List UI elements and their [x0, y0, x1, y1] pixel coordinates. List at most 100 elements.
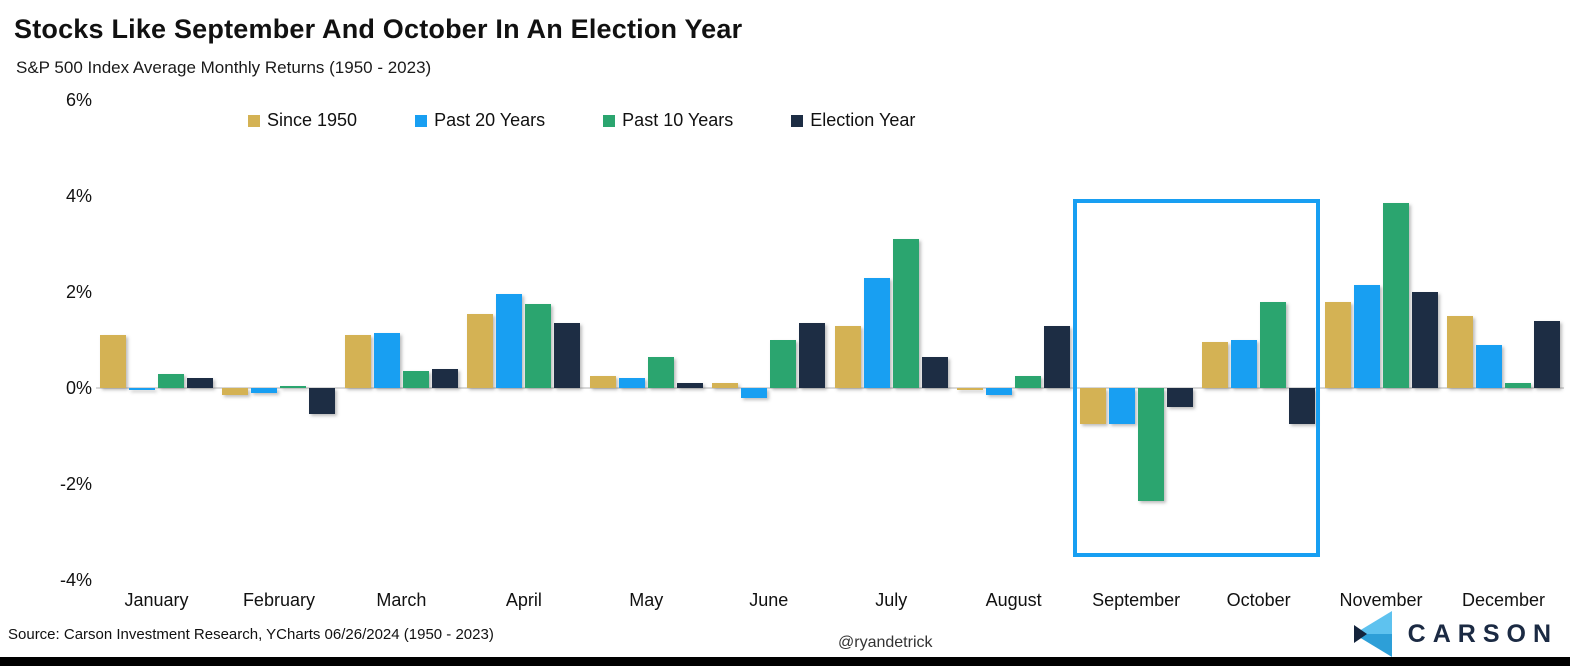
month-group-january: January [100, 100, 213, 610]
month-group-march: March [344, 100, 458, 610]
bar-january-since-1950 [100, 335, 126, 388]
y-axis-tick: -4% [59, 570, 92, 590]
legend-item: Past 20 Years [415, 110, 545, 131]
x-axis-label-november: November [1339, 590, 1423, 610]
chart-subtitle: S&P 500 Index Average Monthly Returns (1… [16, 58, 432, 77]
bar-february-past-10-years [280, 385, 307, 388]
legend-item: Election Year [791, 110, 915, 131]
legend-label: Since 1950 [267, 110, 358, 130]
legend-label: Election Year [810, 110, 916, 130]
bar-september-since-1950 [1079, 388, 1106, 424]
bar-february-since-1950 [222, 388, 249, 396]
bar-july-past-10-years [892, 239, 919, 388]
y-axis-tick: 6% [65, 90, 92, 110]
bar-january-past-20-years [129, 388, 155, 391]
bar-may-past-10-years [647, 356, 674, 388]
month-group-may: May [589, 100, 703, 610]
month-group-april: April [467, 100, 581, 610]
bar-may-election-year [676, 383, 703, 388]
bar-june-election-year [799, 323, 826, 388]
bar-april-election-year [554, 323, 581, 388]
month-group-november: November [1324, 100, 1438, 610]
legend-item: Since 1950 [248, 110, 357, 131]
legend-label: Past 20 Years [434, 110, 546, 130]
bar-september-election-year [1166, 388, 1193, 408]
source-text: Source: Carson Investment Research, YCha… [8, 626, 494, 643]
bar-july-past-20-years [863, 277, 890, 388]
bar-may-since-1950 [589, 376, 616, 388]
bar-november-election-year [1411, 292, 1438, 388]
bar-august-since-1950 [957, 388, 984, 391]
bar-march-past-20-years [373, 332, 400, 388]
twitter-handle: @ryandetrick [838, 634, 933, 651]
x-axis-label-february: February [242, 590, 315, 610]
x-axis-label-september: September [1092, 590, 1181, 610]
bar-april-since-1950 [467, 313, 494, 388]
bar-september-past-10-years [1137, 388, 1164, 501]
y-axis-tick: 4% [65, 186, 92, 206]
highlight-box-september-october [1073, 199, 1320, 557]
bottom-black-bar [0, 657, 1570, 666]
bar-march-past-10-years [402, 371, 429, 388]
x-axis-label-july: July [875, 590, 908, 610]
bar-july-since-1950 [834, 325, 861, 388]
legend-swatch-icon [791, 114, 804, 127]
legend-swatch-icon [415, 114, 428, 127]
bar-september-past-20-years [1108, 388, 1135, 424]
month-group-october: October [1202, 100, 1316, 610]
bar-march-election-year [431, 368, 458, 388]
legend-swatch-icon [603, 114, 616, 127]
bar-november-past-10-years [1382, 203, 1409, 388]
month-group-june: June [712, 100, 826, 610]
bar-august-past-10-years [1015, 376, 1042, 388]
bar-february-election-year [309, 388, 336, 415]
chart-title: Stocks Like September And October In An … [14, 14, 743, 44]
bar-january-election-year [187, 378, 213, 388]
x-axis-label-april: April [505, 590, 542, 610]
bar-november-since-1950 [1324, 301, 1351, 388]
bar-december-past-10-years [1504, 383, 1531, 388]
bar-october-since-1950 [1202, 342, 1229, 388]
x-axis-label-december: December [1461, 590, 1545, 610]
bar-october-election-year [1289, 388, 1316, 424]
month-group-august: August [957, 100, 1071, 610]
plot-area: January February March April May June July Augu… [100, 100, 1560, 610]
bar-august-election-year [1044, 325, 1071, 388]
x-axis-label-august: August [985, 590, 1042, 610]
legend-item: Past 10 Years [603, 110, 733, 131]
bar-june-since-1950 [712, 383, 739, 388]
y-axis-tick: -2% [59, 474, 92, 494]
month-group-february: February [222, 100, 336, 610]
x-axis-label-october: October [1226, 590, 1291, 610]
bar-june-past-20-years [741, 388, 768, 398]
month-group-september: September [1079, 100, 1193, 610]
bar-october-past-20-years [1231, 340, 1258, 388]
month-group-july: July [834, 100, 948, 610]
bar-may-past-20-years [618, 378, 645, 388]
carson-brand-text: CARSON [1407, 619, 1558, 648]
bar-december-since-1950 [1446, 316, 1473, 388]
bar-november-past-20-years [1353, 284, 1380, 388]
bar-december-election-year [1533, 320, 1560, 388]
month-group-december: December [1446, 100, 1560, 610]
bar-march-since-1950 [344, 335, 371, 388]
x-axis-label-january: January [124, 590, 189, 610]
bar-february-past-20-years [251, 388, 278, 393]
bar-june-past-10-years [770, 340, 797, 388]
bar-april-past-10-years [525, 304, 552, 388]
x-axis-label-june: June [749, 590, 789, 610]
carson-brand: CARSON [1346, 610, 1558, 658]
bar-december-past-20-years [1475, 344, 1502, 388]
zero-gridline [96, 387, 1564, 389]
y-axis-tick: 0% [65, 378, 92, 398]
y-axis-tick: 2% [65, 282, 92, 302]
bar-october-past-10-years [1260, 301, 1287, 388]
bar-july-election-year [921, 356, 948, 388]
bar-april-past-20-years [496, 294, 523, 388]
legend-swatch-icon [248, 114, 260, 127]
x-axis-label-march: March [376, 590, 427, 610]
legend-label: Past 10 Years [622, 110, 734, 130]
bar-january-past-10-years [158, 373, 184, 388]
carson-logo-icon [1353, 611, 1392, 657]
